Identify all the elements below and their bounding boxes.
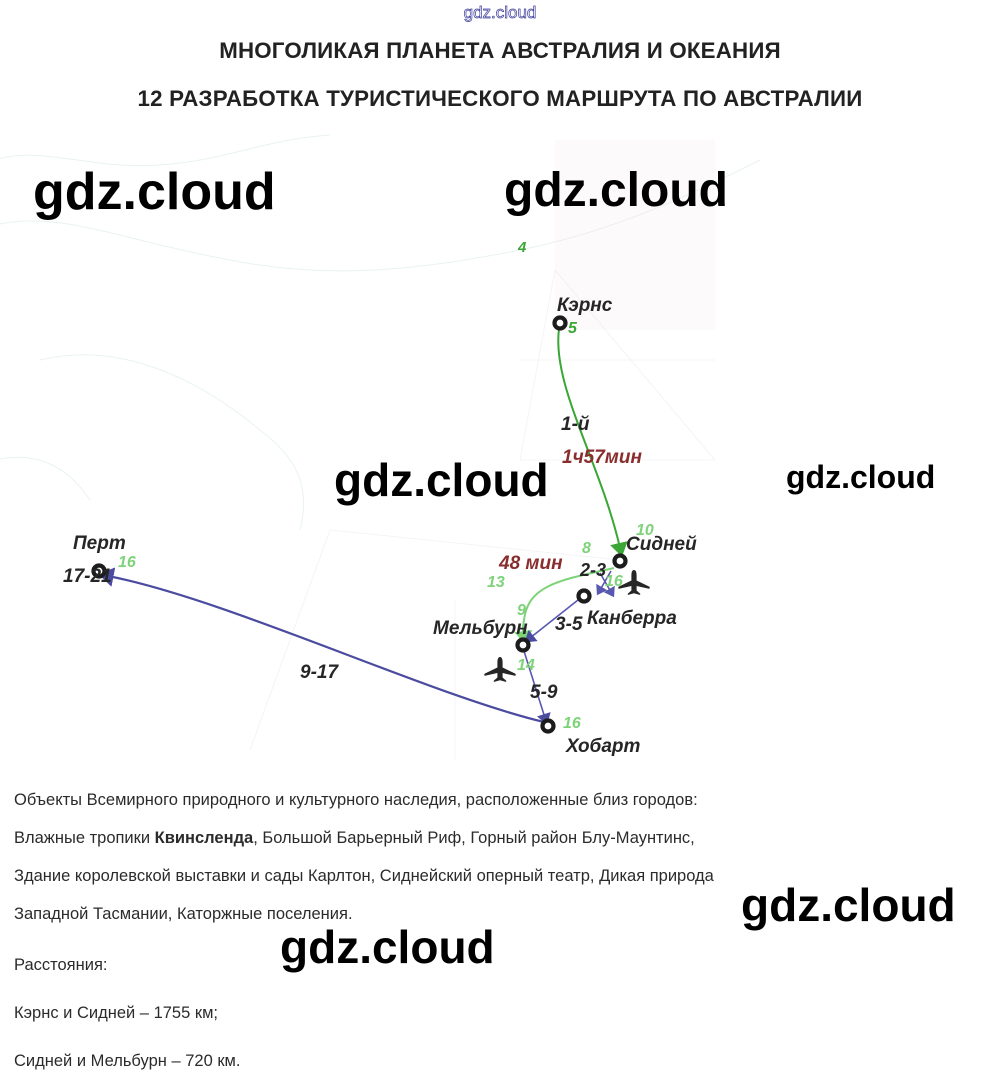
svg-text:Перт: Перт [73,533,126,554]
svg-text:16: 16 [605,573,623,590]
svg-text:gdz.cloud: gdz.cloud [464,3,537,22]
svg-text:Канберра: Канберра [587,608,677,629]
svg-text:Мельбурн: Мельбурн [433,618,528,639]
svg-text:9-17: 9-17 [300,662,339,683]
svg-text:16: 16 [118,554,136,571]
svg-text:Хобарт: Хобарт [565,736,640,757]
svg-text:Кэрнс: Кэрнс [557,295,613,316]
svg-text:4: 4 [517,239,527,256]
svg-text:9: 9 [517,602,526,619]
svg-text:10: 10 [636,522,654,539]
svg-text:48 мин: 48 мин [498,553,563,574]
svg-text:2-3: 2-3 [579,560,606,580]
svg-text:13: 13 [487,574,505,591]
svg-text:17-21: 17-21 [63,566,112,587]
svg-text:1ч57мин: 1ч57мин [562,447,642,468]
svg-text:1-й: 1-й [561,414,590,435]
svg-text:5-9: 5-9 [530,682,558,703]
svg-text:3-5: 3-5 [555,614,583,635]
svg-text:16: 16 [563,715,581,732]
svg-text:8: 8 [582,540,591,557]
svg-text:5: 5 [568,320,578,337]
svg-text:14: 14 [517,657,535,674]
